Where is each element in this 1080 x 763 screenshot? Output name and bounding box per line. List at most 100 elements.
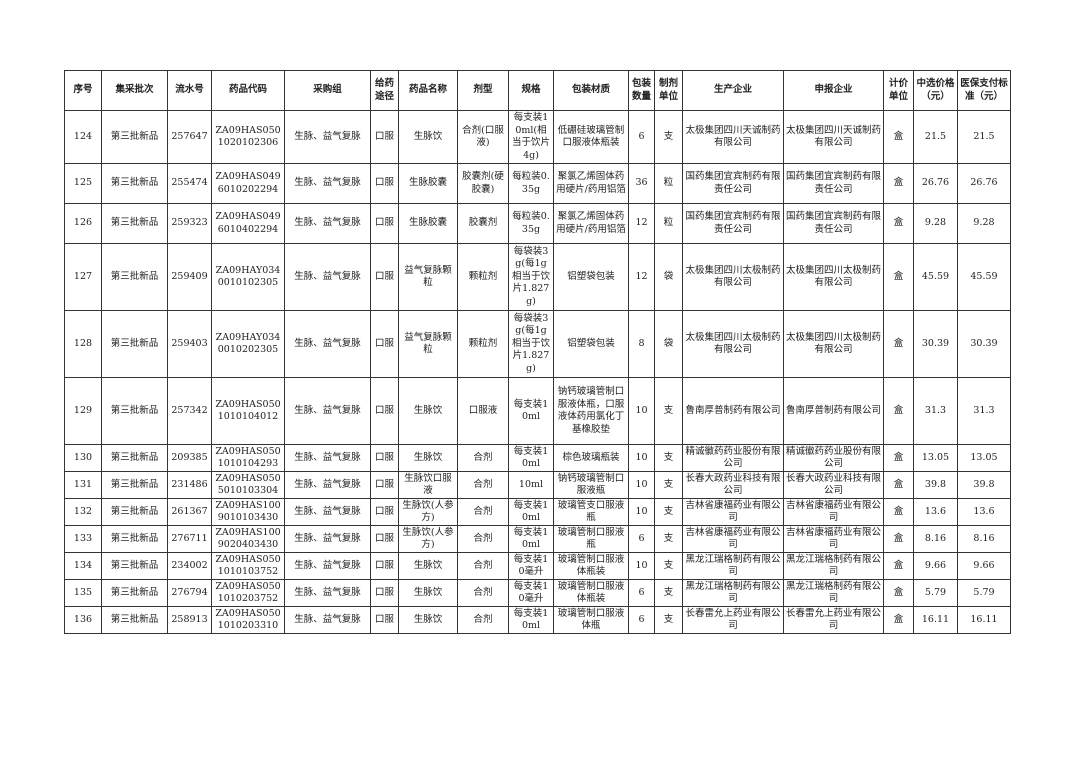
cell-drug-code: ZA09HAS1009020403430 [211, 525, 285, 553]
cell-route: 口服 [370, 525, 399, 553]
cell-manufacturer: 长春雷允上药业有限公司 [682, 606, 784, 634]
table-row: 136 第三批新品 258913 ZA09HAS0501010203310 生脉、益气复… [64, 606, 1011, 634]
cell-serial: 231486 [167, 471, 212, 499]
cell-applicant: 国药集团宜宾制药有限责任公司 [783, 203, 884, 244]
cell-manufacturer: 吉林省康福药业有限公司 [682, 498, 784, 526]
cell-purchase-group: 生脉、益气复脉 [284, 552, 371, 580]
cell-price-unit: 盒 [883, 110, 914, 164]
cell-applicant: 鲁南厚普制药有限公司 [783, 377, 884, 445]
cell-serial: 259409 [167, 243, 212, 311]
cell-batch: 第三批新品 [101, 444, 168, 472]
table-row: 124 第三批新品 257647 ZA09HAS0501020102306 生脉、益气复… [64, 110, 1011, 164]
cell-price-unit: 盒 [883, 552, 914, 580]
cell-purchase-group: 生脉、益气复脉 [284, 310, 371, 378]
cell-pack-qty: 6 [628, 606, 655, 634]
cell-route: 口服 [370, 377, 399, 445]
cell-dosage-form: 颗粒剂 [457, 310, 509, 378]
cell-dosage-form: 合剂 [457, 606, 509, 634]
cell-route: 口服 [370, 163, 399, 204]
header-serial: 流水号 [167, 70, 212, 111]
cell-drug-name: 生脉饮 [398, 110, 458, 164]
cell-purchase-group: 生脉、益气复脉 [284, 525, 371, 553]
cell-packaging: 棕色玻璃瓶装 [553, 444, 629, 472]
cell-drug-code: ZA09HAS0496010402294 [211, 203, 285, 244]
table-row: 131 第三批新品 231486 ZA09HAS0505010103304 生脉、益气复… [64, 471, 1011, 499]
cell-price-unit: 盒 [883, 471, 914, 499]
cell-price: 21.5 [913, 110, 958, 164]
cell-price-unit: 盒 [883, 310, 914, 378]
cell-insurance-standard: 9.66 [957, 552, 1011, 580]
cell-purchase-group: 生脉、益气复脉 [284, 444, 371, 472]
table-row: 127 第三批新品 259409 ZA09HAY0340010102305 生脉、益气复… [64, 243, 1011, 311]
cell-insurance-standard: 31.3 [957, 377, 1011, 445]
cell-dosage-form: 胶囊剂 [457, 203, 509, 244]
cell-packaging: 钠钙玻璃管制口服液体瓶，口服液体药用氯化丁基橡胶垫 [553, 377, 629, 445]
table-row: 125 第三批新品 255474 ZA09HAS0496010202294 生脉、益气复… [64, 163, 1011, 204]
cell-purchase-group: 生脉、益气复脉 [284, 377, 371, 445]
cell-serial: 259403 [167, 310, 212, 378]
cell-drug-name: 生脉饮 [398, 579, 458, 607]
cell-price-unit: 盒 [883, 444, 914, 472]
cell-route: 口服 [370, 498, 399, 526]
cell-drug-name: 益气复脉颗粒 [398, 310, 458, 378]
cell-applicant: 吉林省康福药业有限公司 [783, 525, 884, 553]
cell-manufacturer: 太极集团四川太极制药有限公司 [682, 243, 784, 311]
header-insurance-standard: 医保支付标准（元） [957, 70, 1011, 111]
header-manufacturer: 生产企业 [682, 70, 784, 111]
cell-seq: 129 [64, 377, 102, 445]
cell-dosage-form: 胶囊剂(硬胶囊) [457, 163, 509, 204]
cell-pack-qty: 10 [628, 377, 655, 445]
cell-route: 口服 [370, 579, 399, 607]
cell-manufacturer: 国药集团宜宾制药有限责任公司 [682, 203, 784, 244]
cell-dosage-form: 口服液 [457, 377, 509, 445]
cell-dosage-form: 颗粒剂 [457, 243, 509, 311]
cell-drug-name: 益气复脉颗粒 [398, 243, 458, 311]
cell-drug-code: ZA09HAS0501010103752 [211, 552, 285, 580]
table-header-row: 序号 集采批次 流水号 药品代码 采购组 给药途径 药品名称 剂型 规格 包装材质 包装数量 制剂单位… [64, 70, 1011, 111]
cell-dosage-form: 合剂 [457, 552, 509, 580]
cell-seq: 134 [64, 552, 102, 580]
cell-drug-code: ZA09HAS0505010103304 [211, 471, 285, 499]
cell-unit: 支 [654, 552, 683, 580]
cell-drug-name: 生脉饮 [398, 606, 458, 634]
table-row: 128 第三批新品 259403 ZA09HAY0340010202305 生脉、益气复… [64, 310, 1011, 378]
cell-applicant: 黑龙江瑞格制药有限公司 [783, 552, 884, 580]
cell-spec: 每支装10ml(相当于饮片4g) [508, 110, 554, 164]
cell-drug-code: ZA09HAY0340010102305 [211, 243, 285, 311]
cell-serial: 257342 [167, 377, 212, 445]
cell-purchase-group: 生脉、益气复脉 [284, 471, 371, 499]
cell-insurance-standard: 39.8 [957, 471, 1011, 499]
cell-serial: 258913 [167, 606, 212, 634]
header-purchase-group: 采购组 [284, 70, 371, 111]
cell-pack-qty: 36 [628, 163, 655, 204]
cell-route: 口服 [370, 471, 399, 499]
cell-pack-qty: 10 [628, 552, 655, 580]
cell-drug-code: ZA09HAS1009010103430 [211, 498, 285, 526]
cell-route: 口服 [370, 243, 399, 311]
cell-price-unit: 盒 [883, 163, 914, 204]
cell-batch: 第三批新品 [101, 498, 168, 526]
cell-insurance-standard: 26.76 [957, 163, 1011, 204]
table-row: 132 第三批新品 261367 ZA09HAS1009010103430 生脉、益气复… [64, 498, 1011, 526]
cell-dosage-form: 合剂 [457, 471, 509, 499]
cell-drug-name: 生脉饮 [398, 552, 458, 580]
cell-unit: 粒 [654, 203, 683, 244]
cell-serial: 261367 [167, 498, 212, 526]
cell-manufacturer: 太极集团四川天诚制药有限公司 [682, 110, 784, 164]
header-price: 中选价格（元） [913, 70, 958, 111]
cell-pack-qty: 10 [628, 498, 655, 526]
cell-purchase-group: 生脉、益气复脉 [284, 498, 371, 526]
cell-batch: 第三批新品 [101, 606, 168, 634]
cell-purchase-group: 生脉、益气复脉 [284, 203, 371, 244]
cell-dosage-form: 合剂 [457, 498, 509, 526]
cell-dosage-form: 合剂 [457, 444, 509, 472]
header-drug-code: 药品代码 [211, 70, 285, 111]
table-row: 135 第三批新品 276794 ZA09HAS0501010203752 生脉、益气复… [64, 579, 1011, 607]
cell-price-unit: 盒 [883, 579, 914, 607]
table-row: 129 第三批新品 257342 ZA09HAS0501010104012 生脉、益气复… [64, 377, 1011, 445]
cell-manufacturer: 太极集团四川太极制药有限公司 [682, 310, 784, 378]
cell-batch: 第三批新品 [101, 552, 168, 580]
header-spec: 规格 [508, 70, 554, 111]
cell-unit: 袋 [654, 310, 683, 378]
cell-pack-qty: 10 [628, 444, 655, 472]
